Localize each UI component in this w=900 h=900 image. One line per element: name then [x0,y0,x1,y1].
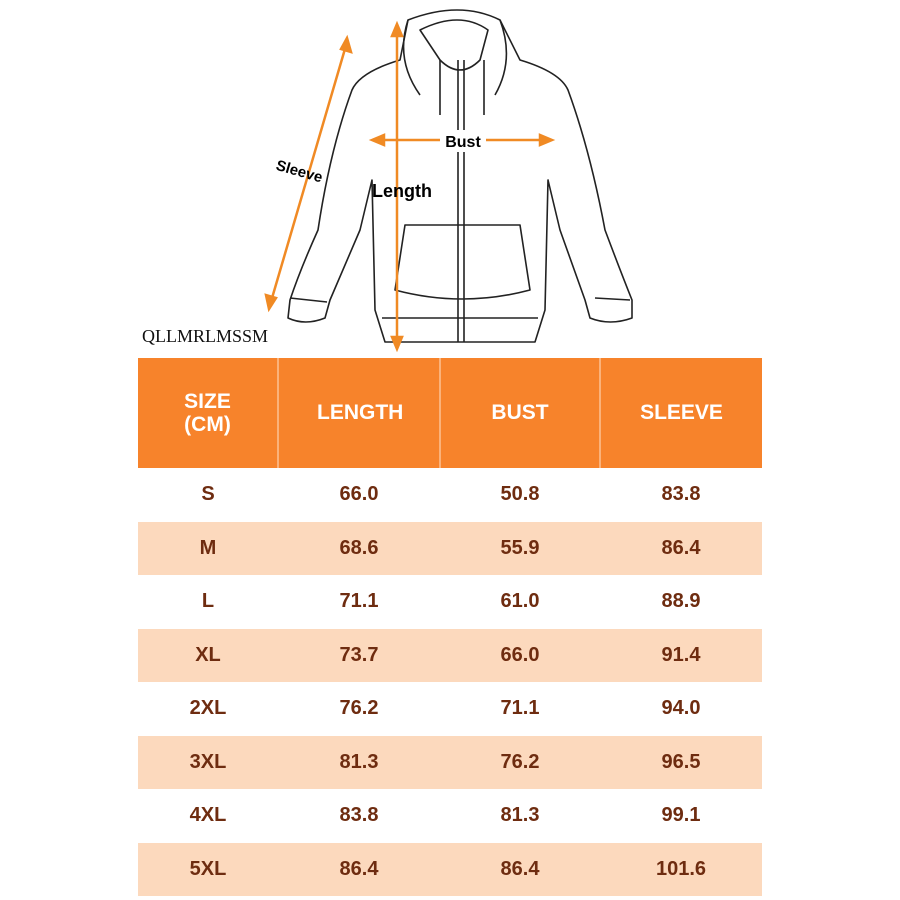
table-cell: 86.4 [600,521,762,575]
table-cell: 50.8 [500,483,540,506]
table-cell: 66.0 [339,483,379,506]
table-row: 3XL 81.3 76.2 96.5 [138,735,762,789]
label-bg [440,130,486,152]
table-cell: 73.7 [278,628,440,682]
table-cell: M [138,521,278,575]
table-row: 4XL 83.8 81.3 99.1 [138,789,762,843]
table-cell: 96.5 [600,735,762,789]
table-cell: 99.1 [661,804,701,827]
table-row: L 71.1 61.0 88.9 [138,575,762,629]
table-cell: 66.0 [440,628,600,682]
table-cell: 86.4 [278,842,440,896]
header-cell: BUST [439,358,600,468]
table-cell: 101.6 [600,842,762,896]
table-cell: 83.8 [339,804,379,827]
table-cell: 2XL [189,697,227,720]
table-row: 2XL 76.2 71.1 94.0 [138,682,762,736]
table-cell: 3XL [138,735,278,789]
header-cell: SLEEVE [599,358,762,468]
table-cell: 94.0 [661,697,701,720]
header-row: SIZE (CM) LENGTH BUST SLEEVE [138,358,762,468]
hoodie-diagram: Bust Length Sleeve [264,9,633,353]
table-cell: L [201,590,215,613]
header-cell: SIZE (CM) [138,358,278,468]
table-row: XL 73.7 66.0 91.4 [138,628,762,682]
table-cell: 83.8 [661,483,701,506]
bust-label: Bust [445,134,481,151]
table-cell: 88.9 [661,590,701,613]
table-cell: 68.6 [278,521,440,575]
table-cell: 71.1 [500,697,540,720]
table-row: S 66.0 50.8 83.8 [138,468,762,522]
table-row: 5XL 86.4 86.4 101.6 [138,842,762,896]
table-cell: 91.4 [600,628,762,682]
table-cell: 86.4 [440,842,600,896]
length-label: Length [372,181,432,201]
table-cell: 81.3 [278,735,440,789]
size-table: SIZE (CM) LENGTH BUST SLEEVE S 66.0 50.8 83.8 M… [138,358,762,896]
table-cell: 71.1 [339,590,379,613]
table-cell: 81.3 [500,804,540,827]
table-row: M 68.6 55.9 86.4 [138,521,762,575]
table-cell: 76.2 [440,735,600,789]
brand: QLLMRLMSSM [142,326,269,346]
table-cell: S [201,483,215,506]
table-cell: XL [138,628,278,682]
table-cell: 61.0 [500,590,540,613]
table-cell: 76.2 [339,697,379,720]
sleeve-label: Sleeve [274,157,324,186]
table-cell: 5XL [138,842,278,896]
header-cell: LENGTH [277,358,440,468]
table-cell: 55.9 [440,521,600,575]
table-cell: 4XL [189,804,227,827]
